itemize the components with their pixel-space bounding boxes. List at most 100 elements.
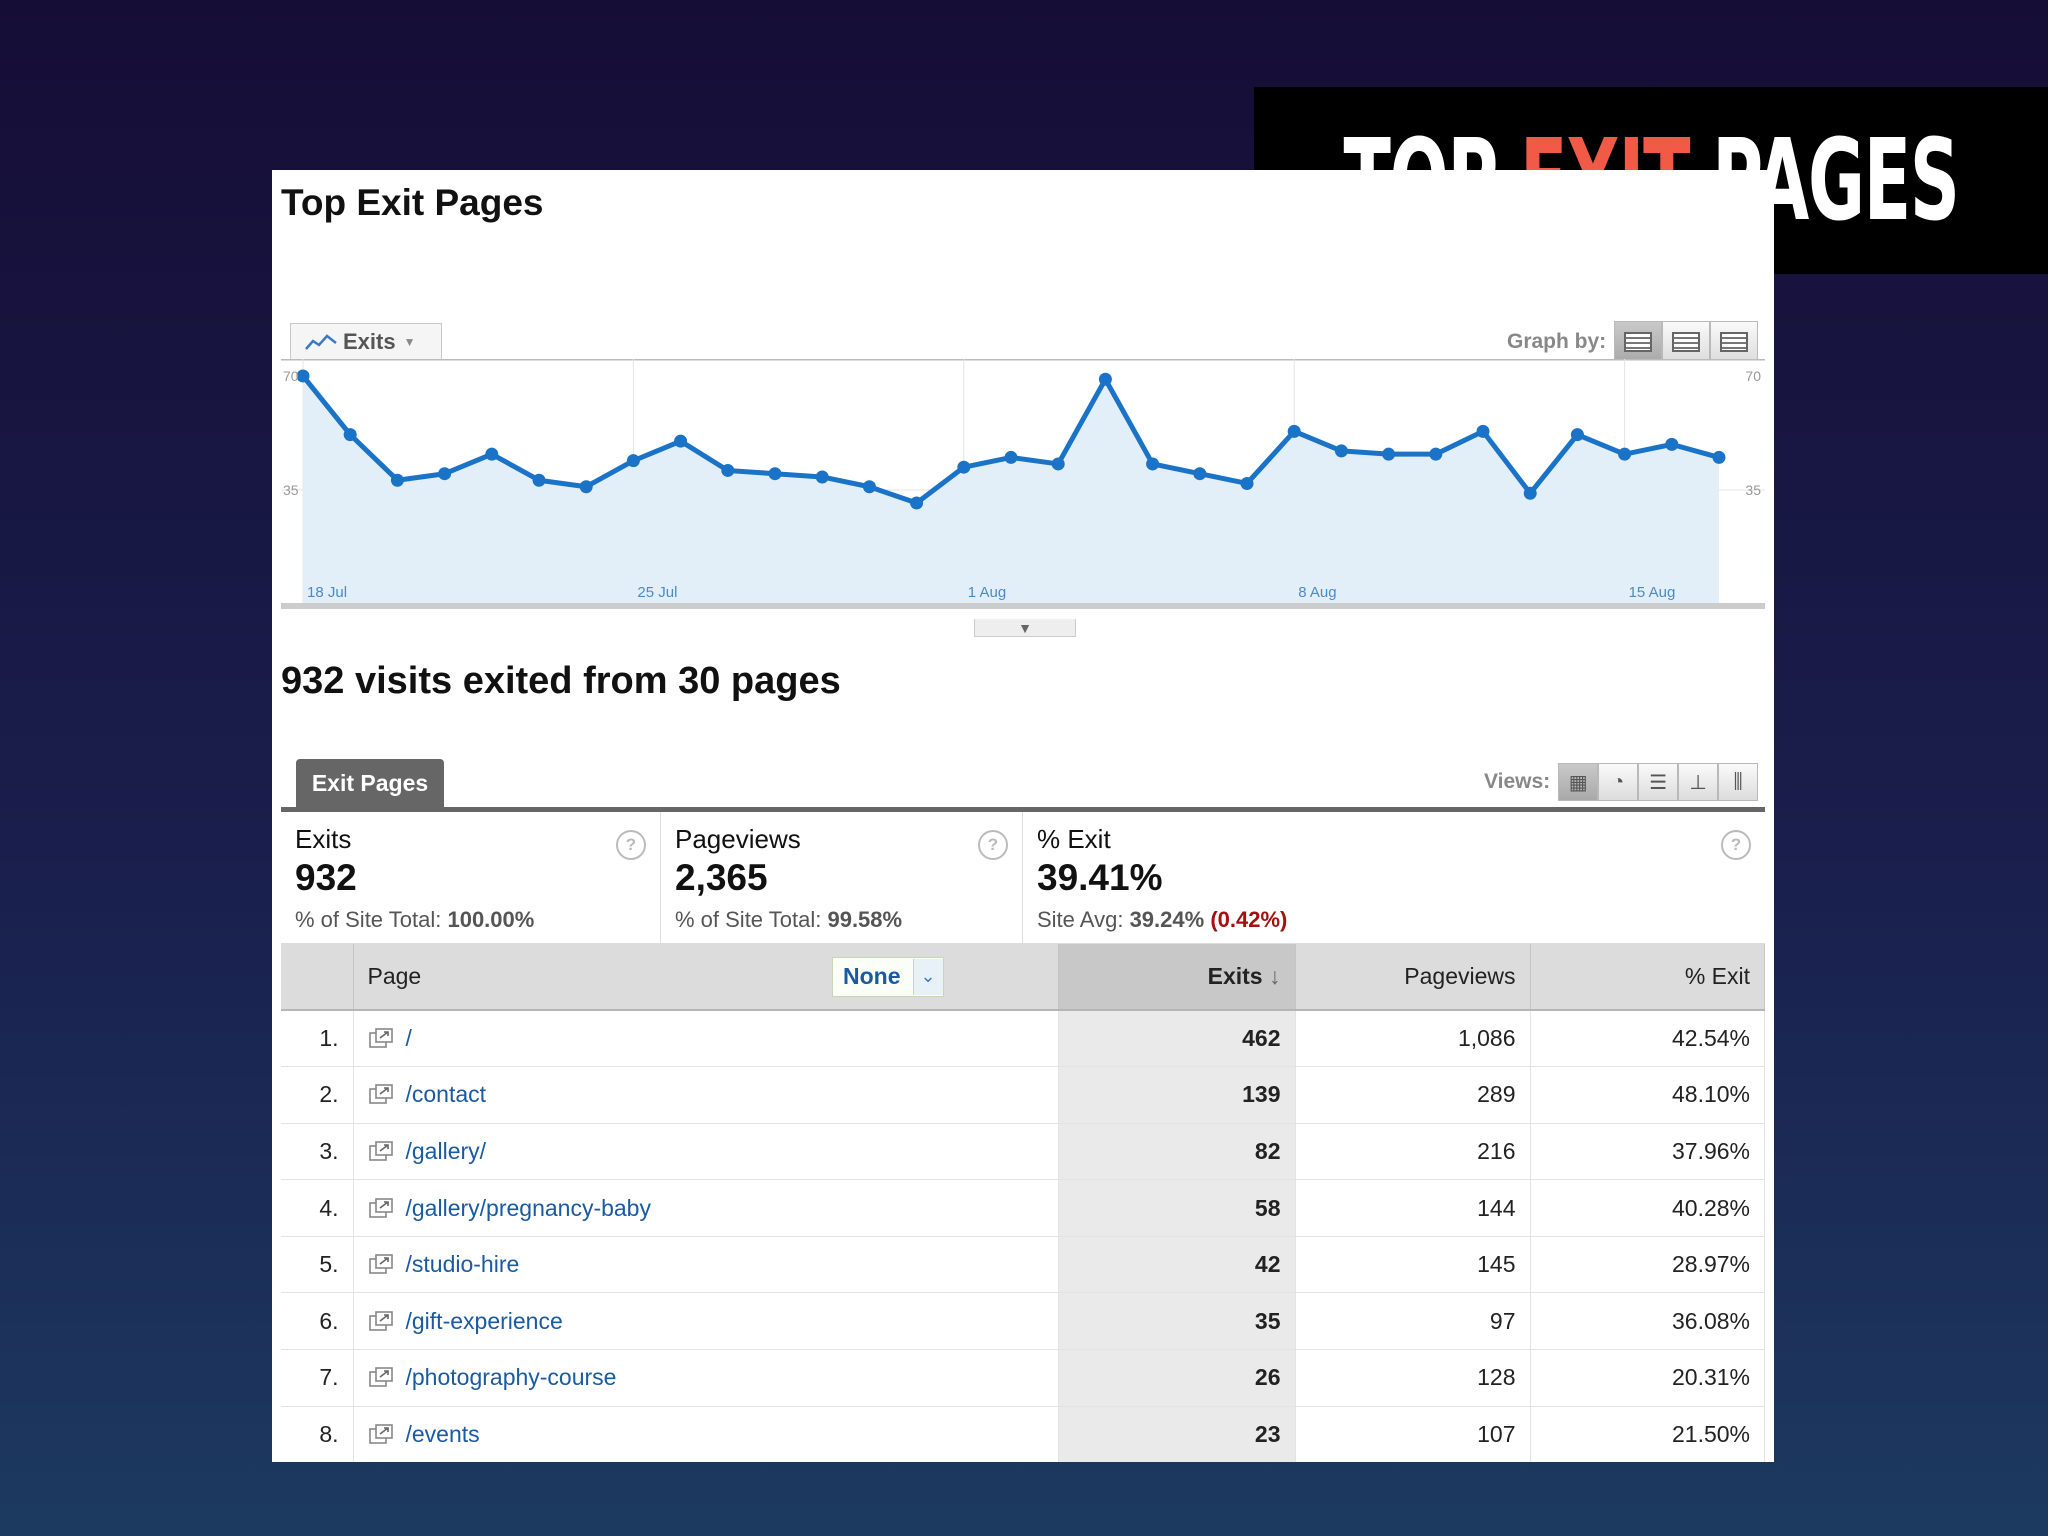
scorecard-subtext: % of Site Total: 99.58% <box>675 907 1008 933</box>
page-link[interactable]: / <box>405 1025 412 1052</box>
graph-by-label: Graph by: <box>1507 330 1607 353</box>
scorecard-label: Exits <box>295 824 352 854</box>
table-row: 6. /gift-experience 35 97 36.08% <box>281 1292 1765 1351</box>
x-tick-label: 18 Jul <box>307 584 347 601</box>
row-rank: 5. <box>281 1236 354 1294</box>
exits-data-point <box>1618 447 1632 461</box>
pageviews-column-header[interactable]: Pageviews <box>1295 944 1531 1011</box>
view-table-button[interactable]: ▦ <box>1558 763 1599 801</box>
exits-column-label: Exits <box>1207 963 1263 989</box>
page-link[interactable]: /gallery/pregnancy-baby <box>405 1194 651 1221</box>
help-icon[interactable]: ? <box>978 830 1008 860</box>
exits-line-chart: 18 Jul 25 Jul 1 Aug 8 Aug 15 Aug 70 35 70 35 <box>281 359 1765 609</box>
help-icon[interactable]: ? <box>1721 830 1751 860</box>
table-row: 4. /gallery/pregnancy-baby 58 144 40.28% <box>281 1179 1765 1237</box>
chart-collapse-toggle[interactable]: ▼ <box>974 619 1076 637</box>
view-performance-button[interactable]: ☰ <box>1638 763 1679 801</box>
secondary-dimension-select[interactable]: None ⌄ <box>832 956 944 997</box>
scorecard-sub-value: 39.24% <box>1129 907 1205 932</box>
table-row: 1. / 462 1,086 42.54% <box>281 1010 1765 1068</box>
metric-selector[interactable]: Exits ▼ <box>290 323 442 359</box>
exits-data-point <box>1051 457 1065 471</box>
scorecard-sub-label: Site Avg: <box>1037 907 1124 932</box>
page-link[interactable]: /contact <box>405 1081 487 1108</box>
exits-data-point <box>1429 447 1443 461</box>
exits-data-point <box>1476 424 1490 438</box>
exit-rate-column-header[interactable]: % Exit <box>1530 944 1765 1011</box>
external-link-icon[interactable] <box>368 1423 394 1445</box>
tab-exit-pages[interactable]: Exit Pages <box>296 759 444 808</box>
row-page: /events <box>353 1406 1059 1462</box>
scorecards: Exits 932 % of Site Total: 100.00% ? Pag… <box>281 812 1765 944</box>
row-page: / <box>353 1010 1059 1068</box>
page-column-label: Page <box>367 963 422 989</box>
row-rank: 8. <box>281 1406 354 1462</box>
page-link[interactable]: /gallery/ <box>405 1137 487 1164</box>
graph-by-month-button[interactable] <box>1710 321 1759 363</box>
row-exit-rate: 42.54% <box>1530 1010 1765 1068</box>
exits-data-point <box>815 470 829 484</box>
row-exit-rate: 28.97% <box>1530 1236 1765 1294</box>
page-link[interactable]: /gift-experience <box>405 1307 563 1334</box>
week-grid-icon <box>1672 332 1701 352</box>
table-row: 2. /contact 139 289 48.10% <box>281 1066 1765 1124</box>
row-pageviews: 107 <box>1295 1406 1531 1462</box>
row-exits: 23 <box>1058 1406 1296 1462</box>
graph-by-day-button[interactable] <box>1614 321 1663 363</box>
exits-data-point <box>721 463 735 477</box>
exits-data-point <box>626 454 640 468</box>
table-header-row: Page None ⌄ Exits ↓ Pageviews % Exit <box>281 944 1765 1011</box>
secondary-dimension-value: None <box>843 963 901 989</box>
external-link-icon[interactable] <box>368 1083 394 1105</box>
scorecard-sub-label: % of Site Total: <box>675 907 822 932</box>
row-rank: 7. <box>281 1349 354 1407</box>
row-exits: 26 <box>1058 1349 1296 1407</box>
external-link-icon[interactable] <box>368 1310 394 1332</box>
view-pie-button[interactable]: ◔ <box>1598 763 1639 801</box>
bar-list-icon: ☰ <box>1649 771 1668 794</box>
scorecard-value: 932 <box>295 857 357 898</box>
external-link-icon[interactable] <box>368 1027 394 1049</box>
view-pivot-button[interactable]: ⫼ <box>1718 763 1759 801</box>
day-grid-icon <box>1624 332 1653 352</box>
exits-column-header[interactable]: Exits ↓ <box>1058 944 1296 1011</box>
scorecard-subtext: % of Site Total: 100.00% <box>295 907 646 933</box>
pie-chart-icon: ◔ <box>1612 770 1625 793</box>
external-link-icon[interactable] <box>368 1140 394 1162</box>
row-pageviews: 128 <box>1295 1349 1531 1407</box>
external-link-icon[interactable] <box>368 1366 394 1388</box>
row-pageviews: 145 <box>1295 1236 1531 1294</box>
exits-data-point <box>1712 450 1726 464</box>
external-link-icon[interactable] <box>368 1197 394 1219</box>
exits-data-point <box>438 467 452 481</box>
scorecard-sub-value: 100.00% <box>447 907 535 932</box>
y-tick-label-left: 35 <box>283 482 299 498</box>
row-exit-rate: 40.28% <box>1530 1179 1765 1237</box>
row-pageviews: 144 <box>1295 1179 1531 1237</box>
row-exit-rate: 20.31% <box>1530 1349 1765 1407</box>
row-rank: 3. <box>281 1123 354 1181</box>
exits-data-point <box>1334 444 1348 458</box>
view-comparison-button[interactable]: ⊥ <box>1678 763 1719 801</box>
analytics-report-panel: Top Exit Pages Exits ▼ Graph by: 18 Jul 2… <box>272 170 1774 1462</box>
row-exits: 35 <box>1058 1292 1296 1351</box>
exits-data-point <box>1287 424 1301 438</box>
chevron-down-icon: ▼ <box>403 334 416 349</box>
table-grid-icon: ▦ <box>1568 771 1588 794</box>
row-exits: 462 <box>1058 1010 1296 1068</box>
scorecard-sub-label: % of Site Total: <box>295 907 442 932</box>
exits-data-point <box>768 467 782 481</box>
exits-data-point <box>1193 467 1207 481</box>
help-icon[interactable]: ? <box>616 830 646 860</box>
row-pageviews: 289 <box>1295 1066 1531 1124</box>
row-pageviews: 1,086 <box>1295 1010 1531 1068</box>
graph-by-week-button[interactable] <box>1662 321 1711 363</box>
page-link[interactable]: /events <box>405 1420 480 1447</box>
page-link[interactable]: /photography-course <box>405 1364 617 1391</box>
page-link[interactable]: /studio-hire <box>405 1251 520 1278</box>
exit-pages-table: Page None ⌄ Exits ↓ Pageviews % Exit 1. /… <box>281 944 1765 1462</box>
page-column-header[interactable]: Page None ⌄ <box>353 944 1059 1011</box>
external-link-icon[interactable] <box>368 1253 394 1275</box>
exits-data-point <box>1146 457 1160 471</box>
row-rank: 6. <box>281 1292 354 1351</box>
